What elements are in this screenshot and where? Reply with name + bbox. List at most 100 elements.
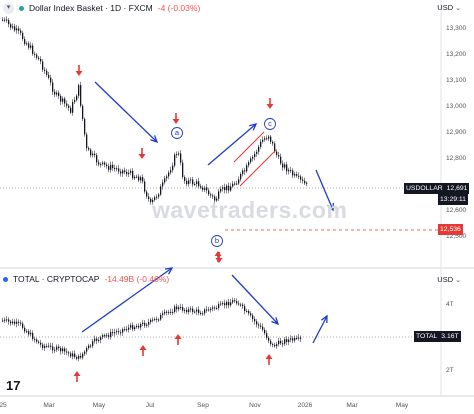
- candle: [242, 170, 244, 174]
- candle: [90, 149, 92, 156]
- total-candle: [176, 306, 178, 310]
- candle: [218, 191, 220, 199]
- candle: [78, 85, 80, 96]
- total-candle: [130, 325, 132, 328]
- total-candle: [106, 335, 108, 337]
- x-tick: Nov: [249, 402, 261, 409]
- total-candle: [140, 324, 142, 328]
- symbol-dot: [3, 276, 8, 282]
- candle: [140, 177, 142, 181]
- total-candle: [184, 309, 186, 311]
- total-candle: [40, 342, 42, 345]
- candle: [212, 195, 214, 197]
- candle: [46, 70, 48, 75]
- y-tick: 13,100: [446, 77, 467, 84]
- total-up-arrow: [81, 267, 173, 333]
- x-tick: Mar: [43, 402, 55, 409]
- candle: [110, 164, 112, 170]
- total-candle: [234, 300, 236, 302]
- total-candle: [276, 344, 278, 347]
- y-tick: 4T: [446, 301, 454, 308]
- top-marker-arrow-head: [266, 104, 274, 109]
- chevron-down-icon: ⌄: [455, 5, 461, 12]
- total-candle: [76, 357, 78, 359]
- candle: [8, 20, 10, 25]
- candle: [132, 170, 134, 179]
- candle: [170, 170, 172, 173]
- total-candle: [222, 303, 224, 305]
- bottom-marker-arrow-head: [139, 345, 147, 350]
- total-candle: [220, 303, 222, 305]
- total-candle: [56, 346, 58, 350]
- wave-a-down-arrow: [94, 81, 158, 143]
- candle: [288, 169, 290, 172]
- candle: [20, 30, 22, 33]
- candle: [224, 187, 226, 191]
- total-candle: [34, 338, 36, 340]
- main-change: -4 (-0.03%): [157, 3, 201, 13]
- top-marker-arrow-head: [75, 71, 83, 76]
- lower-currency[interactable]: USD ⌄: [437, 275, 461, 284]
- total-candle: [230, 302, 232, 306]
- wave-label-b: b: [214, 236, 220, 245]
- total-candle: [48, 345, 50, 347]
- candle: [124, 170, 126, 172]
- candle: [32, 45, 34, 54]
- wave-c-up-arrow-head: [249, 123, 258, 131]
- candle: [16, 28, 18, 31]
- candle: [92, 153, 94, 156]
- tradingview-logo-icon[interactable]: 17: [6, 378, 21, 393]
- total-candle: [210, 308, 212, 311]
- total-candle: [252, 315, 254, 319]
- total-candle: [288, 339, 290, 343]
- candle: [156, 196, 158, 198]
- candle: [66, 103, 68, 106]
- candle: [50, 77, 52, 83]
- candle: [292, 170, 294, 176]
- candle: [180, 153, 182, 163]
- candle: [60, 96, 62, 102]
- candle: [108, 166, 110, 170]
- total-candle: [214, 307, 216, 309]
- bottom-marker-arrow-head: [265, 354, 273, 359]
- total-candle: [296, 337, 298, 339]
- total-candle: [224, 303, 226, 306]
- collapse-chevron-icon[interactable]: ▾: [3, 2, 14, 14]
- total-candle: [178, 307, 180, 310]
- candle: [196, 181, 198, 185]
- total-candle: [132, 325, 134, 330]
- x-tick: Mar: [346, 402, 358, 409]
- total-candle: [18, 321, 20, 323]
- total-candle: [12, 321, 14, 324]
- total-candle: [192, 308, 194, 312]
- candle: [14, 26, 16, 31]
- candle: [204, 187, 206, 190]
- total-candle: [110, 332, 112, 337]
- total-candle: [128, 327, 130, 330]
- candle: [280, 156, 282, 164]
- total-candle: [20, 322, 22, 324]
- candle: [190, 179, 192, 181]
- candle: [86, 134, 88, 149]
- total-up-arrow-head: [164, 267, 174, 275]
- main-currency[interactable]: USD ⌄: [437, 3, 461, 12]
- y-tick: 2T: [446, 367, 454, 374]
- candle: [36, 54, 38, 58]
- candle: [2, 19, 4, 21]
- candle: [24, 38, 26, 44]
- total-candle: [262, 326, 264, 330]
- total-candle: [238, 303, 240, 305]
- bottom-marker-arrow-head: [174, 334, 182, 339]
- total-candle: [136, 325, 138, 328]
- candle: [306, 182, 308, 184]
- candle: [214, 196, 216, 201]
- total-candle: [152, 319, 154, 321]
- candle: [12, 26, 14, 28]
- total-candle: [16, 321, 18, 324]
- total-candle: [266, 333, 268, 338]
- total-candle: [22, 323, 24, 328]
- total-candle: [28, 331, 30, 335]
- candle: [76, 95, 78, 101]
- candle: [272, 141, 274, 144]
